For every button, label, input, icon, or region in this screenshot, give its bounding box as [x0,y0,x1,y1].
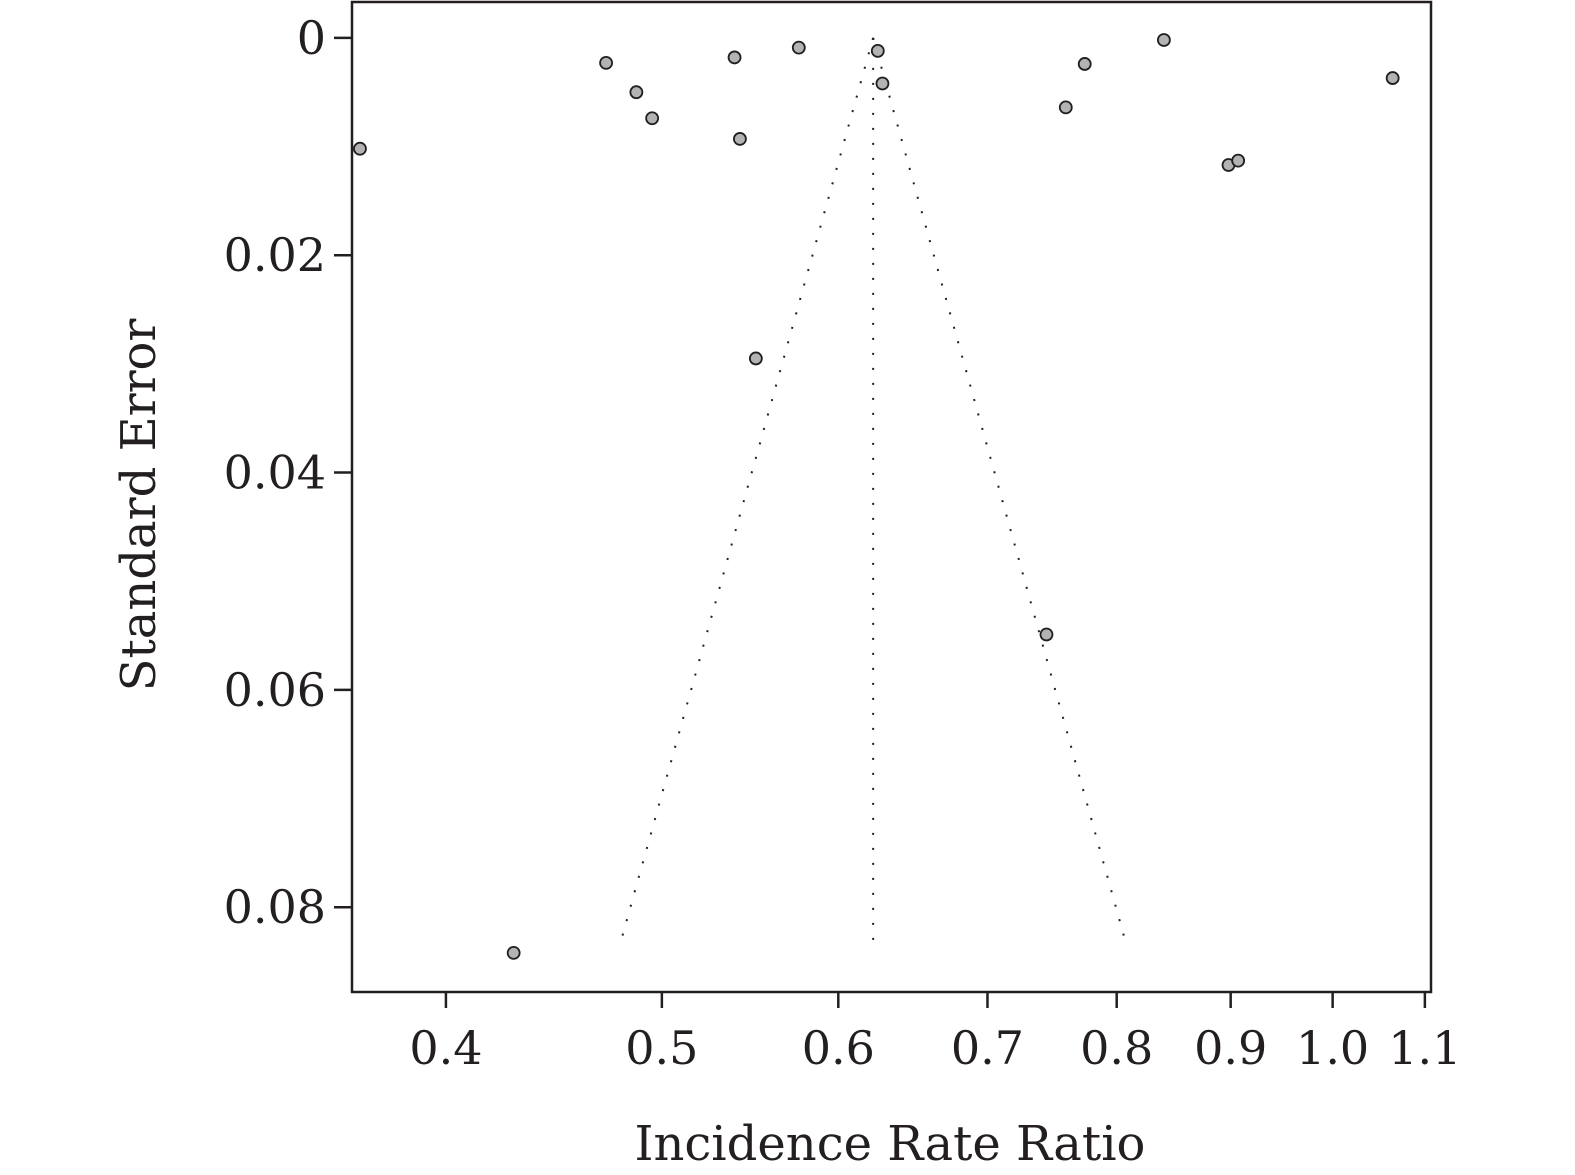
data-point [1058,100,1073,115]
data-point [353,141,367,156]
x-tick-label: 1.0 [1296,1021,1369,1075]
x-tick-label: 0.8 [1080,1021,1153,1075]
data-point [733,132,747,146]
data-point [599,55,613,70]
x-tick-label: 0.9 [1194,1021,1267,1075]
x-tick-label: 0.4 [409,1021,482,1075]
y-tick-label: 0.06 [224,663,326,717]
data-point [870,44,885,58]
data-point [875,76,890,91]
data-point [791,40,806,55]
y-tick-label: 0.02 [224,228,326,282]
data-point [1039,627,1054,642]
data-point [748,351,763,366]
data-point [629,85,644,100]
x-tick-label: 0.6 [802,1021,875,1075]
data-points [353,33,1400,960]
y-tick-label: 0.04 [224,446,326,500]
data-point [1231,153,1246,168]
y-axis-label: Standard Error [111,319,167,692]
x-tick-label: 0.7 [951,1021,1024,1075]
data-point [1385,71,1400,85]
y-tick-label: 0 [297,11,326,65]
x-tick-label: 1.1 [1388,1021,1461,1075]
data-point [645,111,660,126]
x-axis: 0.4 0.5 0.6 0.7 0.8 0.9 1.0 1.1 [409,992,1461,1075]
y-tick-label: 0.08 [224,880,326,934]
x-axis-label: Incidence Rate Ratio [635,1116,1146,1172]
funnel-lower-bound [619,37,875,945]
data-point [1077,57,1092,71]
x-tick-label: 0.5 [625,1021,698,1075]
plot-frame [350,0,1433,994]
data-point [727,50,742,65]
funnel-upper-bound [872,37,1128,945]
funnel-lines [619,37,1128,945]
data-point [506,945,521,960]
y-axis: 0 0.02 0.04 0.06 0.08 [224,11,352,934]
data-point [1157,33,1171,47]
